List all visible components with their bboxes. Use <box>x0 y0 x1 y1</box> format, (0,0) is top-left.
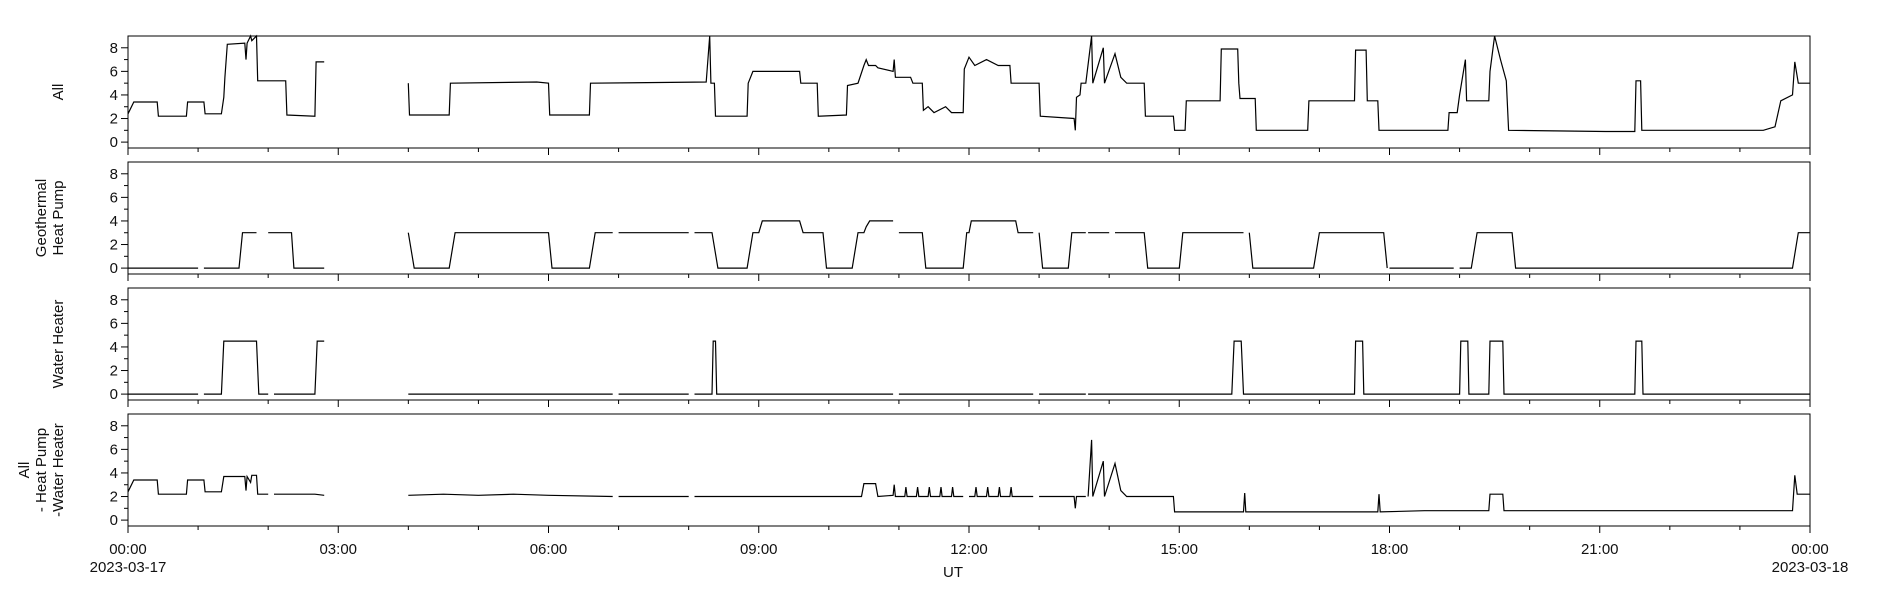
panel-4-series-segment-3 <box>408 493 613 498</box>
x-tick-label-4: 12:00 <box>950 541 988 558</box>
panel-2-ytick-label-8: 8 <box>110 166 118 183</box>
panel-2-ylabel-line-2: Heat Pump <box>50 180 67 255</box>
panels: 0 2 4 6 8 All 0 2 4 6 8 Geothermal Heat Pump 0 2 4 6 8 Wat… <box>16 34 1811 533</box>
panel-4-series-segment-2 <box>274 493 325 496</box>
panel-3-ylabel-line-1: Water Heater <box>50 300 67 389</box>
panel-2-ytick-label-0: 0 <box>110 260 118 277</box>
panel-1-ytick-label-4: 4 <box>110 87 118 104</box>
panel-3: 0 2 4 6 8 Water Heater <box>50 287 1811 407</box>
panel-1-series-segment-2 <box>407 35 1810 133</box>
panel-4-series-segment-8 <box>1087 439 1810 513</box>
panel-3-series-segment-6 <box>694 340 894 395</box>
panel-4-series-segment-1 <box>127 474 269 495</box>
panel-4-series-segment-7 <box>1039 495 1086 509</box>
panel-3-ytick-label-8: 8 <box>110 292 118 309</box>
panel-1: 0 2 4 6 8 All <box>50 34 1811 155</box>
panel-4-frame <box>127 413 1811 527</box>
panel-2-ytick-label-6: 6 <box>110 189 118 206</box>
panel-2-ylabel-line-1: Geothermal <box>33 179 50 257</box>
x-tick-label-2: 06:00 <box>530 541 568 558</box>
x-tick-label-5: 15:00 <box>1160 541 1198 558</box>
x-tick-label-6: 18:00 <box>1371 541 1409 558</box>
panel-1-ytick-label-8: 8 <box>110 40 118 57</box>
panel-2-series-segment-7 <box>898 220 1034 269</box>
x-tick-label-3: 09:00 <box>740 541 778 558</box>
panel-2: 0 2 4 6 8 Geothermal Heat Pump <box>33 161 1811 281</box>
panel-2-series-segment-13 <box>1459 232 1810 269</box>
panel-1-ytick-label-6: 6 <box>110 63 118 80</box>
panel-1-series-segment-1 <box>127 34 325 117</box>
x-tick-label-1: 03:00 <box>319 541 357 558</box>
panel-4-ylabel-line-1: All <box>16 462 33 479</box>
panel-2-frame <box>127 161 1811 275</box>
panel-4-ytick-label-2: 2 <box>110 489 118 506</box>
panel-2-series-segment-2 <box>203 232 257 269</box>
panel-4: 0 2 4 6 8 All - Heat Pump -Water Heater <box>16 413 1811 533</box>
panel-3-series-segment-2 <box>203 340 269 395</box>
panel-2-ytick-label-2: 2 <box>110 237 118 254</box>
panel-3-ytick-label-6: 6 <box>110 315 118 332</box>
panel-3-frame <box>127 287 1811 401</box>
x-tick-label-8: 00:00 <box>1791 541 1829 558</box>
panel-4-series-segment-6 <box>969 487 1034 498</box>
panel-4-ytick-label-8: 8 <box>110 418 118 435</box>
panel-2-series-segment-8 <box>1038 232 1086 269</box>
panel-2-series-segment-3 <box>268 232 325 269</box>
panel-4-ytick-label-0: 0 <box>110 512 118 529</box>
panel-3-series-segment-9 <box>1088 340 1810 395</box>
panel-4-ytick-label-4: 4 <box>110 465 118 482</box>
panel-3-ytick-label-4: 4 <box>110 339 118 356</box>
x-tick-date-8: 2023-03-18 <box>1772 559 1849 576</box>
panel-3-ytick-label-2: 2 <box>110 363 118 380</box>
panel-2-series-segment-11 <box>1248 232 1388 269</box>
x-tick-label-0: 00:00 <box>109 541 147 558</box>
panel-2-series-segment-4 <box>407 232 613 269</box>
panel-4-ylabel-line-2: - Heat Pump <box>33 428 50 512</box>
panel-1-ytick-label-2: 2 <box>110 111 118 128</box>
panel-4-ytick-label-6: 6 <box>110 441 118 458</box>
panel-2-ytick-label-4: 4 <box>110 213 118 230</box>
x-axis-label: UT <box>943 564 963 581</box>
panel-3-ytick-label-0: 0 <box>110 386 118 403</box>
panel-4-series-segment-5 <box>694 483 964 498</box>
panel-2-series-segment-10 <box>1115 232 1244 269</box>
x-tick-date-0: 2023-03-17 <box>90 559 167 576</box>
x-tick-label-7: 21:00 <box>1581 541 1619 558</box>
panel-2-series-segment-6 <box>694 220 894 269</box>
panel-1-ytick-label-0: 0 <box>110 134 118 151</box>
panel-4-ylabel-line-3: -Water Heater <box>50 423 67 517</box>
panel-1-ylabel-line-1: All <box>50 84 67 101</box>
panel-3-series-segment-3 <box>274 340 325 395</box>
